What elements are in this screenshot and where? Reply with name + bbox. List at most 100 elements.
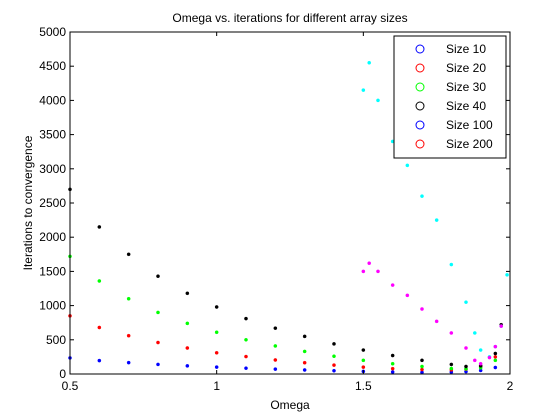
series-1-point-16: [493, 355, 498, 359]
series-2-point-6: [244, 337, 248, 342]
series-2-point-12: [420, 364, 424, 369]
series-3-point-16: [493, 351, 498, 356]
y-tick-label-6: 3000: [39, 162, 66, 176]
legend-label-4: Size 100: [446, 118, 493, 132]
series-4-point-1: [367, 60, 372, 65]
series-2-point-4: [185, 321, 190, 326]
series-0-point-9: [332, 368, 336, 373]
y-tick-label-3: 1500: [39, 264, 66, 278]
legend-marker-5: [415, 139, 425, 149]
series-2-point-1: [97, 279, 102, 283]
series-4-point-6: [434, 218, 439, 222]
series-5: [361, 261, 504, 366]
legend-marker-1: [415, 63, 425, 73]
series-2-point-5: [214, 330, 219, 335]
series-1-point-12: [420, 367, 424, 372]
y-axis: 0 500 1000 1500 2000 2500 3000 3500 4000 4500 5000: [39, 25, 510, 381]
series-3-point-13: [449, 362, 454, 367]
series-3-point-14: [464, 364, 468, 369]
legend-marker-4: [415, 120, 425, 130]
legend-marker-0: [415, 44, 425, 54]
series-1-point-6: [244, 354, 248, 359]
series-1-point-9: [332, 363, 336, 367]
legend-marker-3: [415, 101, 425, 111]
series-1-point-4: [185, 346, 190, 350]
series-0-point-1: [97, 358, 102, 363]
series-5-point-4: [405, 293, 410, 298]
legend-marker-2: [415, 82, 425, 92]
series-3-point-11: [390, 353, 395, 358]
series-5-point-5: [420, 307, 424, 311]
series-2-point-8: [302, 349, 307, 354]
legend-label-5: Size 200: [446, 137, 493, 151]
legend-label-1: Size 20: [446, 61, 486, 75]
x-tick-label-1: 1: [213, 379, 220, 393]
series-1-point-11: [390, 366, 395, 371]
y-tick-label-9: 4500: [39, 59, 66, 73]
series-0-point-7: [273, 367, 278, 371]
series-5-point-8: [464, 346, 468, 350]
x-tick-label-0: 0.5: [62, 379, 79, 393]
series-1-point-10: [361, 365, 366, 369]
series-3-point-1: [97, 225, 102, 229]
series-0-point-2: [126, 360, 131, 365]
chart-title: Omega vs. iterations for different array…: [172, 11, 407, 25]
series-5-point-7: [449, 331, 454, 335]
series-2-point-16: [493, 358, 498, 363]
series-1-point-8: [302, 360, 307, 365]
series-2-point-7: [273, 344, 278, 348]
series-3-point-5: [214, 305, 219, 309]
y-tick-label-0: 0: [59, 367, 66, 381]
y-tick-label-1: 500: [46, 333, 66, 347]
series-4-point-2: [376, 98, 380, 103]
series-0-point-11: [390, 370, 395, 374]
markers-layer: [68, 60, 509, 375]
y-tick-label-2: 1000: [39, 299, 66, 313]
series-1-point-5: [214, 350, 219, 355]
series-5-point-1: [367, 261, 372, 265]
series-4-point-9: [472, 331, 477, 335]
series-4-point-14: [505, 273, 509, 277]
series-4-point-5: [420, 194, 424, 198]
series-5-point-9: [472, 358, 477, 363]
series-0-point-3: [156, 362, 160, 367]
legend-label-3: Size 40: [446, 99, 486, 113]
series-5-point-6: [434, 319, 439, 324]
series-4-point-7: [449, 262, 454, 267]
series-1-point-3: [156, 340, 160, 345]
series-5-point-3: [390, 283, 395, 287]
series-0-point-16: [493, 365, 498, 370]
series-0-point-5: [214, 365, 219, 369]
series-4-point-4: [405, 163, 410, 168]
y-tick-label-4: 2000: [39, 230, 66, 244]
series-3-point-8: [302, 334, 307, 339]
y-tick-label-5: 2500: [39, 196, 66, 210]
series-2-point-13: [449, 366, 454, 371]
series-3-point-12: [420, 358, 424, 363]
series-3-point-9: [332, 342, 336, 346]
series-3-point-3: [156, 274, 160, 278]
series-2-point-10: [361, 358, 366, 363]
series-5-point-11: [487, 355, 492, 360]
series-5-point-0: [361, 269, 366, 274]
y-tick-label-10: 5000: [39, 25, 66, 39]
series-2-point-2: [126, 296, 131, 301]
series-2-point-3: [156, 310, 160, 315]
legend-label-2: Size 30: [446, 80, 486, 94]
series-0-point-8: [302, 368, 307, 372]
series-2-point-9: [332, 354, 336, 359]
series-3-point-10: [361, 348, 366, 352]
y-tick-label-7: 3500: [39, 128, 66, 142]
series-1-point-2: [126, 333, 131, 338]
series-4-point-0: [361, 88, 366, 92]
series-5-point-13: [499, 324, 504, 328]
x-tick-label-2: 1.5: [355, 379, 372, 393]
series-5-point-10: [478, 361, 483, 366]
series-5-point-2: [376, 269, 380, 274]
legend-box: [393, 35, 507, 159]
series-3-point-7: [273, 326, 278, 330]
series-1: [68, 314, 498, 372]
series-3-point-4: [185, 291, 190, 296]
x-tick-label-3: 2: [507, 379, 514, 393]
